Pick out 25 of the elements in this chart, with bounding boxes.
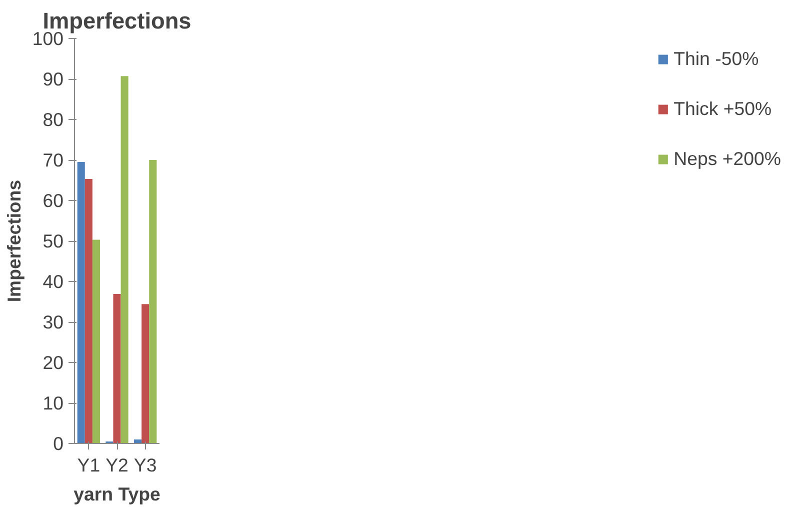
- bar: [77, 162, 85, 444]
- y-tick-label: 50: [42, 230, 64, 252]
- y-tick-label: 10: [42, 392, 64, 414]
- x-tick-label: Y1: [77, 454, 100, 476]
- y-axis-title: Imperfections: [3, 180, 24, 302]
- bar: [142, 304, 150, 444]
- y-tick-label: 90: [42, 68, 64, 90]
- y-tick-label: 0: [53, 433, 64, 454]
- legend-label: Thick +50%: [674, 98, 772, 120]
- y-tick-label: 60: [42, 190, 64, 211]
- bar: [84, 179, 92, 444]
- y-tick-label: 40: [42, 271, 64, 292]
- y-tick-label: 80: [42, 109, 64, 130]
- bar: [120, 76, 128, 444]
- bar: [113, 294, 121, 444]
- bar: [92, 240, 100, 444]
- x-tick-label: Y3: [134, 454, 157, 476]
- legend-label: Neps +200%: [674, 148, 781, 170]
- legend-label: Thin -50%: [674, 48, 759, 70]
- x-axis-title: yarn Type: [74, 484, 160, 504]
- x-tick-label: Y2: [106, 454, 128, 476]
- y-tick-label: 20: [42, 352, 64, 373]
- y-tick-label: 70: [42, 150, 64, 170]
- y-tick-label: 30: [42, 312, 64, 332]
- bar: [149, 160, 157, 444]
